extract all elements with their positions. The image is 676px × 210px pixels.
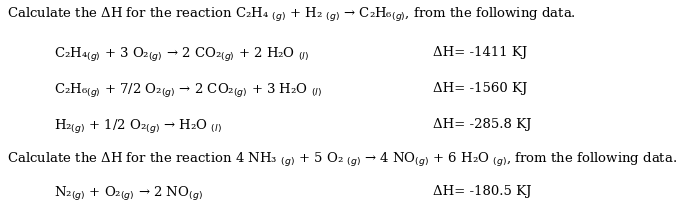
Text: ΔH= -285.8 KJ: ΔH= -285.8 KJ bbox=[433, 118, 531, 131]
Text: C₂H₄$_{(g)}$ + 3 O₂$_{(g)}$ → 2 CO₂$_{(g)}$ + 2 H₂O $_{(l)}$: C₂H₄$_{(g)}$ + 3 O₂$_{(g)}$ → 2 CO₂$_{(g… bbox=[54, 46, 309, 64]
Text: ΔH= -1411 KJ: ΔH= -1411 KJ bbox=[433, 46, 527, 59]
Text: H₂$_{(g)}$ + 1/2 O₂$_{(g)}$ → H₂O $_{(l)}$: H₂$_{(g)}$ + 1/2 O₂$_{(g)}$ → H₂O $_{(l)… bbox=[54, 118, 222, 136]
Text: ΔH= -180.5 KJ: ΔH= -180.5 KJ bbox=[433, 185, 531, 198]
Text: ΔH= -1560 KJ: ΔH= -1560 KJ bbox=[433, 82, 527, 95]
Text: C₂H₆$_{(g)}$ + 7/2 O₂$_{(g)}$ → 2 CO₂$_{(g)}$ + 3 H₂O $_{(l)}$: C₂H₆$_{(g)}$ + 7/2 O₂$_{(g)}$ → 2 CO₂$_{… bbox=[54, 82, 322, 100]
Text: N₂$_{(g)}$ + O₂$_{(g)}$ → 2 NO$_{(g)}$: N₂$_{(g)}$ + O₂$_{(g)}$ → 2 NO$_{(g)}$ bbox=[54, 185, 203, 203]
Text: Calculate the ΔH for the reaction C₂H₄ $_{(g)}$ + H₂ $_{(g)}$ → C₂H₆$_{(g)}$, fr: Calculate the ΔH for the reaction C₂H₄ $… bbox=[7, 6, 576, 24]
Text: Calculate the ΔH for the reaction 4 NH₃ $_{(g)}$ + 5 O₂ $_{(g)}$ → 4 NO$_{(g)}$ : Calculate the ΔH for the reaction 4 NH₃ … bbox=[7, 151, 676, 169]
